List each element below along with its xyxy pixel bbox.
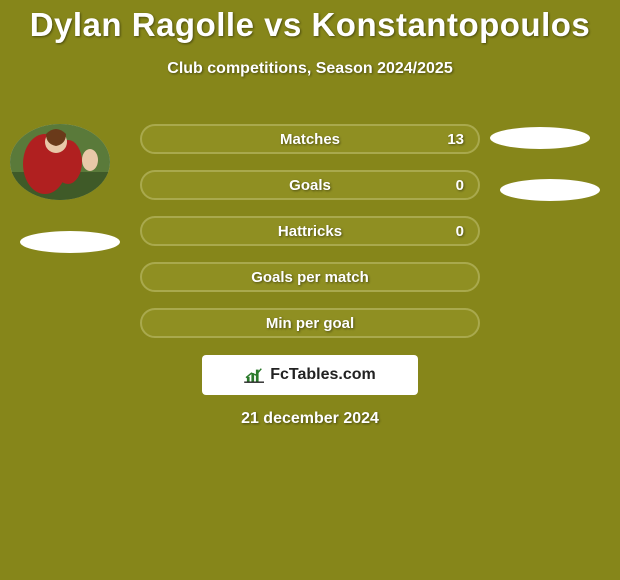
stat-label: Goals per match bbox=[142, 264, 478, 290]
stat-row-matches: Matches 13 bbox=[140, 124, 480, 154]
date-label: 21 december 2024 bbox=[0, 410, 620, 428]
stat-value: 13 bbox=[447, 126, 464, 152]
player-right-placeholder-2 bbox=[500, 179, 600, 201]
player-left-placeholder bbox=[20, 231, 120, 253]
stat-value: 0 bbox=[456, 172, 464, 198]
stat-value: 0 bbox=[456, 218, 464, 244]
stat-row-goals: Goals 0 bbox=[140, 170, 480, 200]
stat-row-min-per-goal: Min per goal bbox=[140, 308, 480, 338]
stat-label: Hattricks bbox=[142, 218, 478, 244]
stat-row-hattricks: Hattricks 0 bbox=[140, 216, 480, 246]
bar-chart-icon bbox=[244, 366, 266, 384]
brand-badge: FcTables.com bbox=[202, 355, 418, 395]
stat-rows: Matches 13 Goals 0 Hattricks 0 Goals per… bbox=[140, 124, 480, 354]
avatar-photo-icon bbox=[10, 124, 110, 200]
stat-label: Goals bbox=[142, 172, 478, 198]
stat-label: Matches bbox=[142, 126, 478, 152]
comparison-card: Dylan Ragolle vs Konstantopoulos Club co… bbox=[0, 0, 620, 580]
page-title: Dylan Ragolle vs Konstantopoulos bbox=[0, 0, 620, 44]
stat-label: Min per goal bbox=[142, 310, 478, 336]
player-right-placeholder-1 bbox=[490, 127, 590, 149]
brand-text: FcTables.com bbox=[270, 366, 376, 384]
player-left-avatar bbox=[10, 124, 110, 200]
stat-row-goals-per-match: Goals per match bbox=[140, 262, 480, 292]
page-subtitle: Club competitions, Season 2024/2025 bbox=[0, 60, 620, 78]
